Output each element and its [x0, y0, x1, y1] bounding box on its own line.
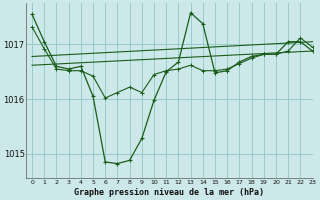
X-axis label: Graphe pression niveau de la mer (hPa): Graphe pression niveau de la mer (hPa) — [74, 188, 264, 197]
